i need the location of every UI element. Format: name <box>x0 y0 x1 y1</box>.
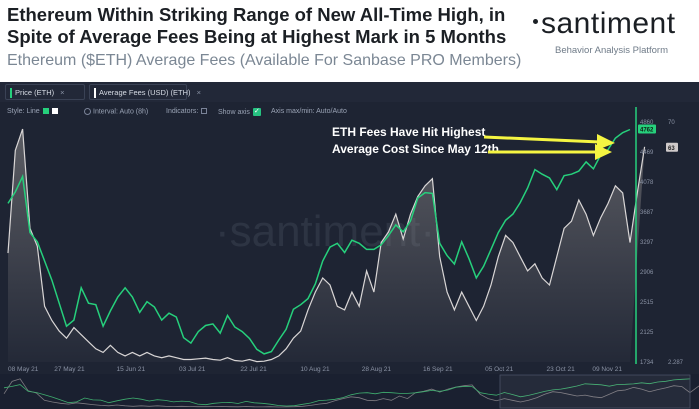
tab-average-fees[interactable]: Average Fees (USD) (ETH) × <box>89 84 201 100</box>
indicators-select[interactable]: Indicators: <box>166 108 208 115</box>
price-tick-label: 2125 <box>640 330 654 336</box>
x-tick-label: 23 Oct 21 <box>547 366 576 373</box>
brand-dot-icon <box>533 18 538 24</box>
fees-badge-label: 63 <box>668 146 675 152</box>
x-tick-label: 05 Oct 21 <box>485 366 514 373</box>
axis-select[interactable]: Axis max/min: Auto/Auto <box>271 108 347 115</box>
price-badge-label: 4762 <box>640 128 654 134</box>
annotation-line-2: Average Cost Since May 12th <box>332 142 499 156</box>
x-tick-label: 16 Sep 21 <box>423 366 453 373</box>
minimap-fees-line <box>3 378 699 408</box>
price-tick-label: 3297 <box>640 240 654 246</box>
annotation-line-1: ETH Fees Have Hit Highest <box>332 125 485 139</box>
indicators-icon <box>201 108 208 115</box>
price-tick-label: 1734 <box>640 360 654 366</box>
fees-series <box>7 128 646 363</box>
x-axis: 08 May 21 27 May 21 15 Jun 21 03 Jul 21 22 J… <box>8 366 622 373</box>
page-title-line-2: Spite of Average Fees Being at Highest M… <box>7 26 507 47</box>
x-tick-label: 08 May 21 <box>8 366 39 373</box>
tab-price-label: Price (ETH) <box>15 88 55 97</box>
chart-toolbar: Style: Line Interval: Auto (8h) Indicato… <box>0 103 699 121</box>
price-tick-label: 4078 <box>640 180 654 186</box>
price-tick-label: 4469 <box>640 150 654 156</box>
fees-area <box>8 129 645 362</box>
brand-logo: santiment <box>533 8 676 40</box>
tab-price[interactable]: Price (ETH) × <box>5 84 85 100</box>
interval-label: Interval: Auto (8h) <box>93 108 149 116</box>
annotation: ETH Fees Have Hit Highest Average Cost S… <box>332 125 615 160</box>
price-fees-chart: ·santiment· 08 May 21 27 May 21 15 Jun 21 0… <box>0 107 699 409</box>
style-select[interactable]: Style: Line <box>7 108 58 115</box>
metric-tabs: Price (ETH) × Average Fees (USD) (ETH) × <box>0 82 699 102</box>
brand-name: santiment <box>541 7 676 40</box>
clock-icon <box>84 108 91 115</box>
close-icon[interactable]: × <box>60 88 65 97</box>
fees-line <box>7 128 646 363</box>
x-tick-label: 10 Aug 21 <box>300 366 330 373</box>
fees-tick-label: 2.287 <box>668 360 684 366</box>
price-tick-label: 2515 <box>640 300 654 306</box>
axis-label: Axis max/min: Auto/Auto <box>271 108 347 115</box>
minimap-background <box>0 374 699 409</box>
price-series <box>7 128 631 355</box>
price-axis: 4860 4469 4078 3687 3297 2906 2515 2125 1734 4762 <box>635 107 656 366</box>
indicators-label: Indicators: <box>166 108 199 115</box>
fees-badge <box>666 142 678 152</box>
annotation-arrowhead-upper-icon <box>597 134 615 150</box>
interval-select[interactable]: Interval: Auto (8h) <box>84 108 148 115</box>
x-tick-label: 15 Jun 21 <box>117 366 146 373</box>
price-tick-label: 2906 <box>640 270 654 276</box>
fees-tick-label: 70 <box>668 120 675 126</box>
fees-swatch-icon <box>94 88 96 99</box>
style-label: Style: Line <box>7 108 40 115</box>
price-swatch-icon <box>10 88 12 99</box>
header: Ethereum Within Striking Range of New Al… <box>0 0 699 82</box>
x-tick-label: 28 Aug 21 <box>362 366 392 373</box>
tab-fees-label: Average Fees (USD) (ETH) <box>99 88 191 97</box>
x-tick-label: 27 May 21 <box>54 366 85 373</box>
annotation-arrowhead-lower-icon <box>595 144 612 160</box>
annotation-arrow-upper <box>483 135 601 144</box>
close-icon[interactable]: × <box>196 88 201 97</box>
minimap-selection <box>499 374 691 409</box>
x-tick-label: 03 Jul 21 <box>179 366 206 373</box>
price-tick-label: 4860 <box>640 120 654 126</box>
show-axis-toggle[interactable]: Show axis ✓ <box>218 108 261 116</box>
x-tick-label: 22 Jul 21 <box>240 366 267 373</box>
minimap-price-line <box>3 378 691 407</box>
fees-color-swatch[interactable] <box>51 108 58 115</box>
fees-axis: 70 2.287 63 <box>666 120 684 366</box>
page-subtitle: Ethereum ($ETH) Average Fees (Available … <box>7 52 522 69</box>
price-color-swatch[interactable] <box>42 108 49 115</box>
navigator-minimap[interactable] <box>0 374 699 409</box>
price-badge <box>638 124 656 134</box>
x-tick-label: 09 Nov 21 <box>592 366 622 373</box>
page-title-line-1: Ethereum Within Striking Range of New Al… <box>7 4 506 25</box>
price-tick-label: 3687 <box>640 210 654 216</box>
show-axis-label: Show axis <box>218 108 250 116</box>
checkbox-icon[interactable]: ✓ <box>252 108 261 116</box>
price-line <box>7 128 631 355</box>
brand-tagline: Behavior Analysis Platform <box>555 45 668 56</box>
